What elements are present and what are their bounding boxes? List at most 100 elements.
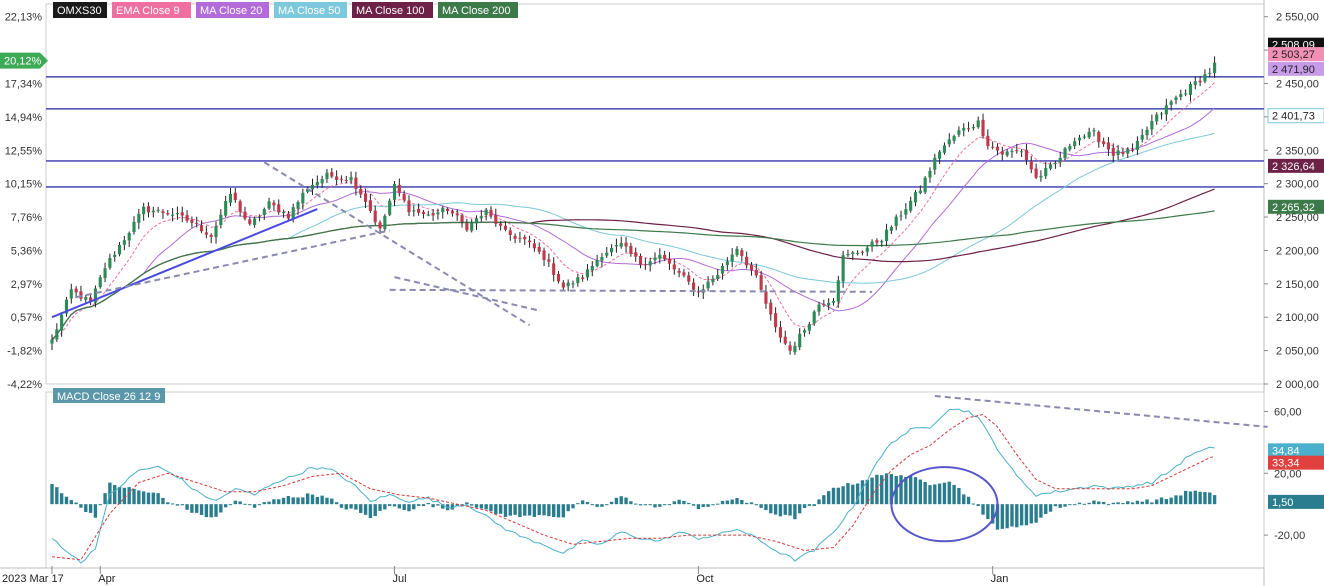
candle-body (653, 257, 657, 261)
histogram-bar (759, 504, 763, 508)
candle (667, 252, 672, 270)
candle-body (262, 209, 266, 215)
histogram-bar (1082, 503, 1087, 505)
candle-body (1049, 164, 1053, 169)
candle-body (450, 211, 454, 214)
histogram-bar (778, 504, 783, 517)
candle (542, 247, 546, 267)
candle-body (865, 247, 869, 252)
histogram-bar (137, 490, 141, 505)
histogram-bar (846, 483, 850, 505)
histogram-bar (658, 504, 662, 507)
candle-body (489, 209, 493, 216)
candle-body (108, 257, 112, 268)
histogram-bar (966, 496, 971, 505)
candle-body (50, 339, 54, 344)
price-value-tag (1268, 61, 1324, 76)
candle-body (175, 213, 179, 215)
candle (1179, 89, 1183, 101)
histogram-bar (248, 504, 252, 506)
histogram-bar (204, 504, 209, 518)
price-value-tag-label: 2 401,73 (1272, 111, 1315, 123)
candle-body (537, 246, 541, 252)
candle-body (774, 313, 778, 328)
candle (489, 206, 493, 219)
candle (1049, 162, 1053, 171)
histogram-bar (870, 477, 874, 505)
histogram-bar (1169, 497, 1173, 505)
candle (421, 210, 426, 219)
candle (774, 307, 778, 333)
histogram-bar (1019, 504, 1024, 526)
candle-body (1140, 134, 1144, 140)
candle (938, 149, 942, 164)
histogram-bar (498, 504, 503, 514)
histogram-bar (629, 501, 633, 505)
histogram-bar (783, 504, 787, 515)
histogram-bar (1068, 504, 1072, 506)
candle (730, 248, 734, 268)
histogram-bar (354, 504, 358, 510)
candle (923, 176, 927, 195)
candle-body (692, 282, 696, 290)
histogram-bar (624, 497, 628, 505)
histogram-bar (455, 504, 459, 506)
candle-body (716, 275, 720, 279)
histogram-bar (826, 491, 831, 505)
candle-body (986, 135, 990, 147)
histogram-bar (740, 499, 744, 505)
candle (286, 210, 290, 222)
candle-body (518, 237, 522, 239)
histogram-bar (552, 504, 556, 518)
legend-item-label: MA Close 200 (442, 5, 510, 17)
candle (638, 253, 643, 269)
candle (137, 208, 141, 230)
histogram-bar (1203, 492, 1207, 505)
ma-50-line (51, 132, 1215, 340)
candle (397, 178, 401, 197)
macd-tick-label: 60,00 (1274, 406, 1302, 418)
candle (942, 142, 947, 155)
ma-20-line (51, 107, 1215, 340)
histogram-bar (489, 504, 493, 512)
candle (880, 239, 884, 247)
candle (436, 208, 440, 220)
candle-body (884, 229, 889, 242)
candle (585, 264, 590, 281)
histogram-bar (378, 504, 382, 511)
candle-body (219, 214, 223, 226)
candle-body (1087, 131, 1091, 138)
candle-body (571, 283, 575, 285)
candle-body (93, 288, 97, 303)
histogram-bar (359, 504, 363, 513)
candle-body (600, 257, 604, 261)
histogram-bar (296, 497, 300, 505)
candle (624, 237, 628, 253)
candle-body (846, 254, 850, 256)
candle (219, 209, 223, 229)
candle (156, 206, 160, 213)
histogram-bar (412, 504, 416, 510)
candle (590, 261, 594, 277)
histogram-bar (744, 502, 749, 505)
candle (296, 200, 300, 215)
candle (108, 253, 112, 270)
histogram-bar (981, 504, 985, 515)
candle (952, 134, 956, 144)
percent-tick-label: 10,15% (5, 179, 43, 191)
histogram-bar (585, 501, 590, 505)
candle (1058, 151, 1062, 167)
candle-body (238, 201, 242, 212)
candle (171, 208, 175, 222)
candle-body (957, 130, 961, 135)
candle (986, 129, 990, 150)
histogram-bar (769, 504, 773, 514)
histogram-bar (151, 492, 155, 505)
price-tick-label: 2 550,00 (1276, 12, 1319, 24)
candle (1082, 134, 1086, 140)
histogram-bar (580, 500, 585, 505)
candle (1102, 137, 1106, 147)
candle (359, 185, 363, 199)
legend-item-box (352, 2, 433, 18)
histogram-bar (537, 504, 541, 516)
